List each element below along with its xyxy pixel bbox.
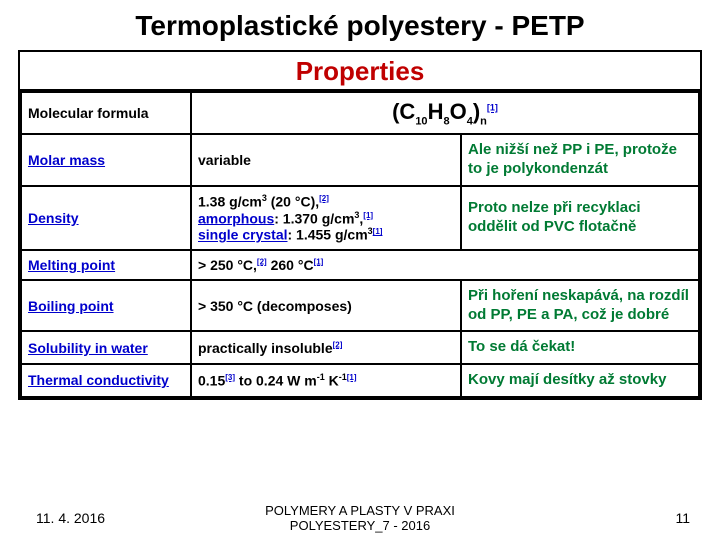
- solub-link[interactable]: Solubility in water: [28, 340, 148, 356]
- density-l1b: (20 °C),: [267, 194, 319, 210]
- cell-molecular-formula: (C10H8O4)n[1]: [191, 92, 699, 134]
- formula-h: H: [428, 99, 444, 124]
- amorphous-link[interactable]: amorphous: [198, 210, 274, 226]
- solub-ref[interactable]: [2]: [333, 340, 343, 349]
- cell-solub: practically insoluble[2]: [191, 331, 461, 364]
- thermal-em2: -1: [339, 372, 347, 382]
- molar-link[interactable]: Molar mass: [28, 152, 105, 168]
- density-e2: 3: [354, 210, 359, 220]
- note-solub: To se dá čekat!: [461, 331, 699, 364]
- density-l1a: 1.38 g/cm: [198, 194, 262, 210]
- cell-melting: > 250 °C,[2] 260 °C[1]: [191, 250, 699, 280]
- cell-boiling: > 350 °C (decomposes): [191, 280, 461, 332]
- thermal-vc: K: [325, 373, 339, 389]
- label-boiling: Boiling point: [21, 280, 191, 332]
- single-crystal-link[interactable]: single crystal: [198, 227, 288, 243]
- density-ref3[interactable]: [1]: [373, 227, 383, 236]
- thermal-ref1[interactable]: [3]: [225, 373, 235, 382]
- properties-header: Properties: [20, 52, 700, 91]
- label-solub: Solubility in water: [21, 331, 191, 364]
- footer-c2: POLYESTERY_7 - 2016: [290, 518, 430, 533]
- row-density: Density 1.38 g/cm 3 (20 °C),[2] amorphous…: [21, 186, 699, 250]
- row-molecular-formula: Molecular formula (C10H8O4)n[1]: [21, 92, 699, 134]
- melting-ref2[interactable]: [1]: [314, 257, 324, 266]
- cell-thermal: 0.15[3] to 0.24 W m-1 K-1[1]: [191, 364, 461, 397]
- note-boiling: Při hoření neskapává, na rozdíl od PP, P…: [461, 280, 699, 332]
- melting-v1: > 250 °C,: [198, 257, 257, 273]
- formula-sn: n: [480, 115, 487, 127]
- label-molecular-formula: Molecular formula: [21, 92, 191, 134]
- properties-table: Properties Molecular formula (C10H8O4)n[…: [18, 50, 702, 400]
- label-melting: Melting point: [21, 250, 191, 280]
- formula-s1: 10: [415, 115, 427, 127]
- density-ref2[interactable]: [1]: [363, 211, 373, 220]
- footer-center: POLYMERY A PLASTY V PRAXI POLYESTERY_7 -…: [0, 503, 720, 534]
- density-l3b: : 1.455 g/cm: [288, 227, 368, 243]
- melting-ref1[interactable]: [2]: [257, 257, 267, 266]
- melting-v2: 260 °C: [267, 257, 314, 273]
- label-density: Density: [21, 186, 191, 250]
- solub-value: practically insoluble: [198, 340, 333, 356]
- density-l2b: : 1.370 g/cm: [274, 210, 354, 226]
- row-thermal: Thermal conductivity 0.15[3] to 0.24 W m…: [21, 364, 699, 397]
- ref-link[interactable]: [1]: [487, 103, 498, 113]
- cell-molar: variable: [191, 134, 461, 186]
- formula-o: O: [450, 99, 467, 124]
- density-ref1[interactable]: [2]: [319, 194, 329, 203]
- footer-c1: POLYMERY A PLASTY V PRAXI: [265, 503, 455, 518]
- thermal-em1: -1: [317, 372, 325, 382]
- footer-page: 11: [675, 510, 690, 526]
- note-density: Proto nelze při recyklaci oddělit od PVC…: [461, 186, 699, 250]
- melting-link[interactable]: Melting point: [28, 257, 115, 273]
- note-molar: Ale nižší než PP i PE, protože to je pol…: [461, 134, 699, 186]
- row-molar-mass: Molar mass variable Ale nižší než PP i P…: [21, 134, 699, 186]
- thermal-va: 0.15: [198, 373, 225, 389]
- density-link[interactable]: Density: [28, 210, 79, 226]
- thermal-ref2[interactable]: [1]: [347, 373, 357, 382]
- thermal-vb: to 0.24 W m: [235, 373, 317, 389]
- thermal-link[interactable]: Thermal conductivity: [28, 372, 169, 388]
- formula-c: (C: [392, 99, 415, 124]
- page-title: Termoplastické polyestery - PETP: [0, 0, 720, 50]
- label-molar: Molar mass: [21, 134, 191, 186]
- cell-density: 1.38 g/cm 3 (20 °C),[2] amorphous: 1.370 …: [191, 186, 461, 250]
- row-solubility: Solubility in water practically insolubl…: [21, 331, 699, 364]
- label-thermal: Thermal conductivity: [21, 364, 191, 397]
- row-melting: Melting point > 250 °C,[2] 260 °C[1]: [21, 250, 699, 280]
- note-thermal: Kovy mají desítky až stovky: [461, 364, 699, 397]
- boiling-link[interactable]: Boiling point: [28, 298, 114, 314]
- row-boiling: Boiling point > 350 °C (decomposes) Při …: [21, 280, 699, 332]
